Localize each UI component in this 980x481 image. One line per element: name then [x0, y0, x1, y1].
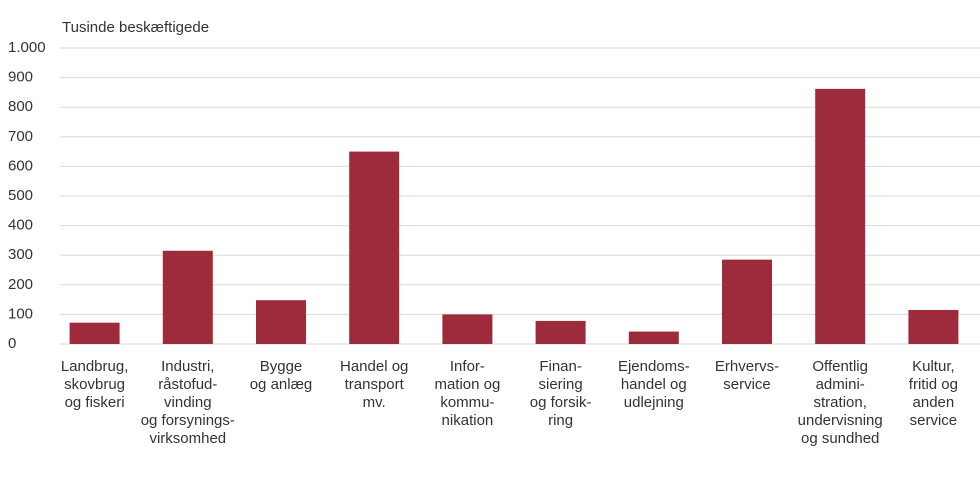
bar: [442, 314, 493, 344]
x-tick-label: råstofud-: [158, 376, 217, 393]
y-tick-label: 400: [8, 217, 33, 234]
y-tick-label: 1.000: [8, 39, 46, 56]
x-tick-label: Bygge: [260, 358, 303, 375]
bar: [628, 331, 679, 344]
x-tick-label: Industri,: [161, 358, 214, 375]
x-tick-label: Finan-: [539, 358, 582, 375]
y-tick-label: 100: [8, 305, 33, 322]
x-tick-label: transport: [345, 376, 405, 393]
x-tick-label: mation og: [434, 376, 500, 393]
y-tick-label: 600: [8, 157, 33, 174]
x-tick-label: mv.: [363, 394, 386, 411]
x-tick-label: og forsik-: [530, 394, 592, 411]
x-tick-label: skovbrug: [64, 376, 125, 393]
x-tick-label: nikation: [442, 412, 494, 429]
x-tick-label: admini-: [816, 376, 865, 393]
y-tick-label: 900: [8, 69, 33, 86]
bar: [908, 309, 959, 344]
x-tick-label: fritid og: [909, 376, 958, 393]
bar: [349, 151, 400, 344]
x-tick-label: og sundhed: [801, 430, 879, 447]
bar: [722, 259, 772, 344]
x-tick-label: Landbrug,: [61, 358, 129, 375]
x-tick-label: service: [723, 376, 771, 393]
x-tick-label: vinding: [164, 394, 212, 411]
x-tick-label: Handel og: [340, 358, 408, 375]
x-tick-label: virksomhed: [149, 430, 226, 447]
x-tick-label: Offentlig: [812, 358, 868, 375]
y-tick-label: 500: [8, 187, 33, 204]
chart-title: Tusinde beskæftigede: [62, 19, 209, 36]
x-tick-label: og fiskeri: [65, 394, 125, 411]
x-tick-label: kommu-: [440, 394, 494, 411]
y-tick-label: 800: [8, 98, 33, 115]
x-tick-label: siering: [539, 376, 583, 393]
bar: [162, 250, 213, 344]
y-tick-label: 700: [8, 128, 33, 145]
x-tick-label: og anlæg: [250, 376, 313, 393]
y-tick-label: 200: [8, 276, 33, 293]
x-tick-label: stration,: [814, 394, 867, 411]
bar: [535, 320, 586, 344]
bar: [69, 322, 120, 344]
y-tick-label: 0: [8, 335, 16, 352]
x-tick-label: udlejning: [624, 394, 684, 411]
bar: [815, 88, 866, 345]
x-tick-label: Erhvervs-: [715, 358, 779, 375]
x-tick-label: service: [910, 412, 958, 429]
bar: [256, 300, 306, 344]
x-tick-label: Infor-: [450, 358, 485, 375]
x-tick-label: Kultur,: [912, 358, 955, 375]
y-tick-label: 300: [8, 246, 33, 263]
x-tick-label: undervisning: [798, 412, 883, 429]
x-tick-label: Ejendoms-: [618, 358, 690, 375]
x-tick-label: handel og: [621, 376, 687, 393]
x-tick-label: anden: [913, 394, 955, 411]
x-tick-label: og forsynings-: [141, 412, 235, 429]
x-tick-label: ring: [548, 412, 573, 429]
